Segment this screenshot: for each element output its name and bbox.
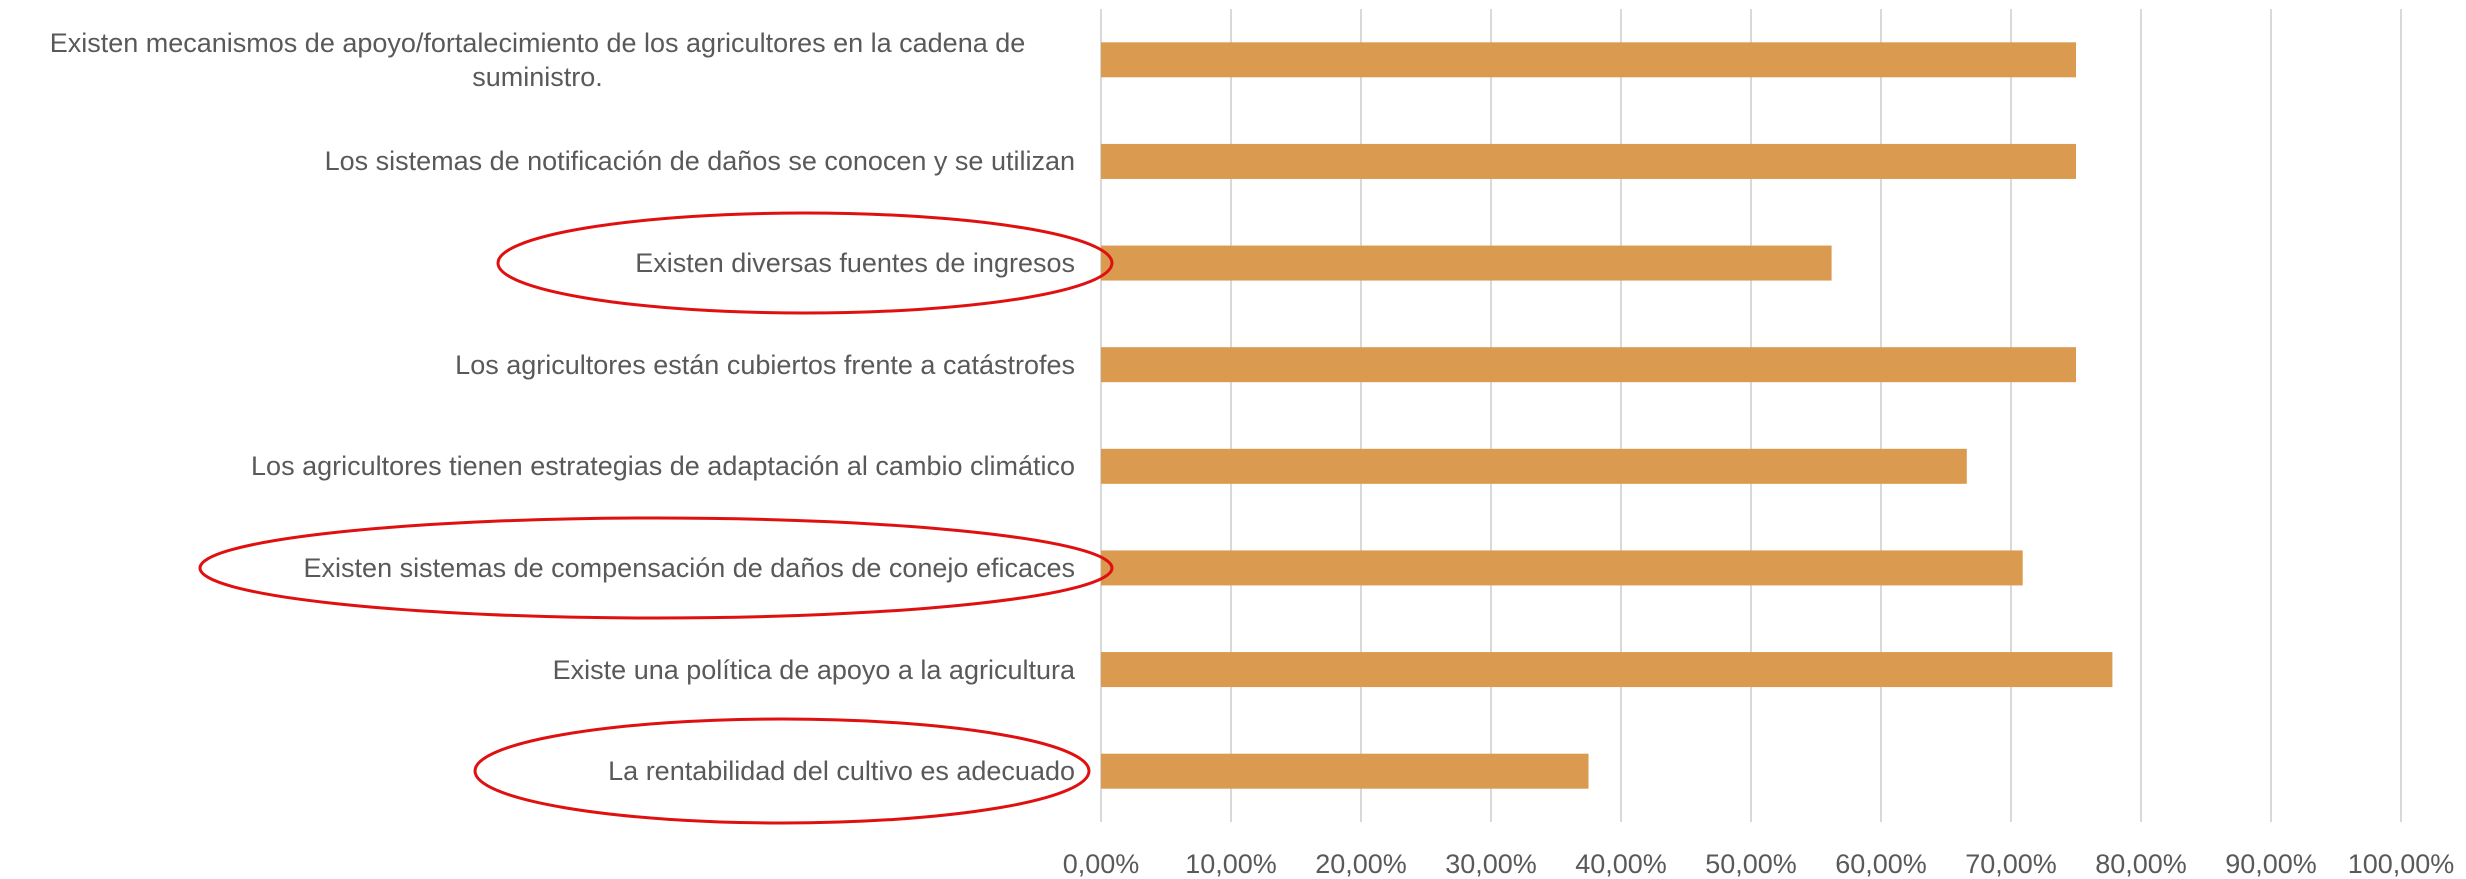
y-tick-label-box: Los agricultores están cubiertos frente … (0, 315, 1075, 415)
x-tick-label: 10,00% (1185, 849, 1277, 879)
y-tick-label: Existen sistemas de compensación de daño… (303, 552, 1075, 583)
y-tick-label-box: La rentabilidad del cultivo es adecuado (0, 721, 1075, 821)
y-tick-label: La rentabilidad del cultivo es adecuado (608, 756, 1075, 787)
y-tick-label: Los sistemas de notificación de daños se… (324, 146, 1075, 177)
y-tick-label-box: Existen sistemas de compensación de daño… (0, 518, 1075, 618)
y-tick-label: Existen diversas fuentes de ingresos (635, 248, 1075, 279)
highlight-ellipse (473, 717, 1091, 825)
x-tick-label: 70,00% (1965, 849, 2057, 879)
y-tick-label: Existen mecanismos de apoyo/fortalecimie… (49, 27, 1026, 92)
bar (1101, 550, 2023, 586)
y-tick-label: Existe una política de apoyo a la agricu… (552, 654, 1075, 685)
y-tick-label-box: Existen diversas fuentes de ingresos (0, 213, 1075, 313)
bar (1101, 652, 2113, 688)
y-tick-label-box: Existe una política de apoyo a la agricu… (0, 620, 1075, 720)
y-tick-label-box: Existen mecanismos de apoyo/fortalecimie… (0, 10, 1075, 110)
highlight-ellipse (198, 516, 1114, 620)
y-tick-label-box: Los sistemas de notificación de daños se… (0, 111, 1075, 211)
x-tick-label: 80,00% (2095, 849, 2187, 879)
bar (1101, 143, 2076, 179)
bar (1101, 448, 1967, 484)
x-tick-label: 60,00% (1835, 849, 1927, 879)
y-tick-label-box: Los agricultores tienen estrategias de a… (0, 416, 1075, 516)
y-tick-label: Los agricultores tienen estrategias de a… (251, 451, 1075, 482)
x-tick-label: 100,00% (2348, 849, 2455, 879)
bar (1101, 245, 1832, 281)
y-tick-label: Los agricultores están cubiertos frente … (455, 349, 1075, 380)
x-tick-label: 40,00% (1575, 849, 1667, 879)
bar (1101, 753, 1589, 789)
bar (1101, 347, 2076, 383)
x-tick-label: 30,00% (1445, 849, 1537, 879)
x-tick-label: 0,00% (1063, 849, 1140, 879)
annotations (198, 211, 1114, 825)
x-tick-label: 90,00% (2225, 849, 2317, 879)
x-tick-label: 50,00% (1705, 849, 1797, 879)
highlight-ellipse (496, 211, 1114, 315)
x-tick-label: 20,00% (1315, 849, 1407, 879)
bar (1101, 42, 2076, 78)
